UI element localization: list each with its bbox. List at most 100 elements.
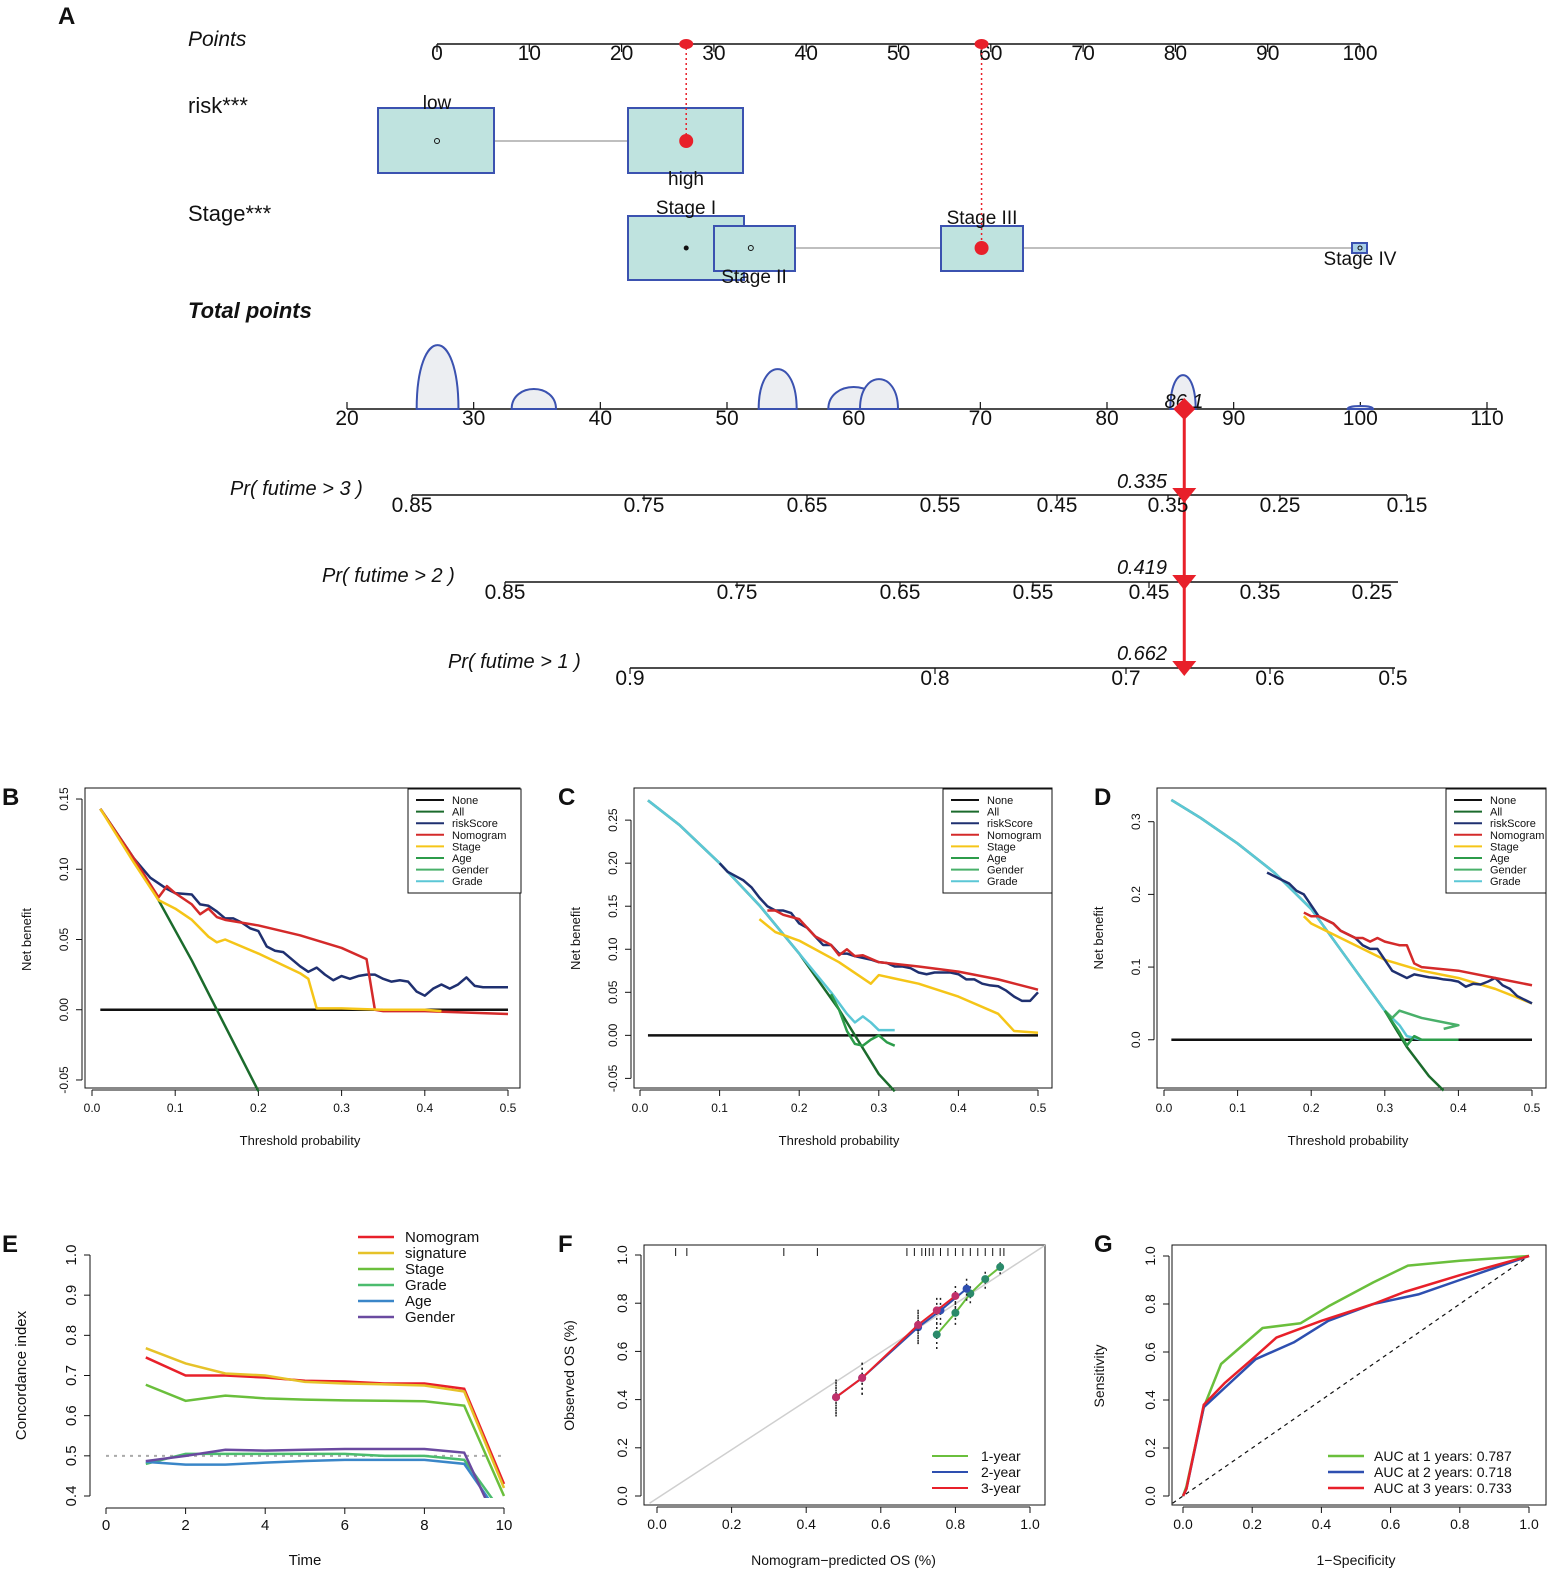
dca-panel-C: 0.0 0.1 0.2 0.3 0.4 0.5 -0.05 0.00 0.05 0.10 0.15 0… — [568, 787, 1053, 1148]
y-axis-tick-label: 0.15 — [57, 787, 71, 811]
calibration-point — [932, 1330, 941, 1339]
x-axis-tick-label: 0.4 — [1312, 1516, 1332, 1532]
selected-points-marker — [679, 39, 694, 49]
total-points-density — [1169, 374, 1197, 410]
points-axis-tick-label: 0 — [431, 42, 443, 65]
x-axis-tick-label: 0.0 — [1156, 1101, 1173, 1115]
plot-box — [84, 787, 521, 1089]
total-points-tick-label: 110 — [1470, 407, 1503, 430]
x-axis-tick-label: 6 — [341, 1517, 349, 1534]
total-points-tick-label: 30 — [462, 407, 485, 430]
plot-box — [643, 1244, 1046, 1506]
stage-level-iv-label: Stage IV — [1324, 249, 1397, 270]
x-axis-tick-label: 1.0 — [1020, 1516, 1040, 1532]
dca-legend-label: Stage — [987, 841, 1016, 853]
x-axis-tick-label: 0.2 — [791, 1101, 808, 1115]
concordance-legend-label: Gender — [405, 1309, 455, 1326]
concordance-panel: 0 2 4 6 8 10 0.4 0.5 0.6 0.7 0.8 0.9 1.0 Time Concorda… — [13, 1229, 512, 1569]
y-axis-tick-label: 0.2 — [614, 1438, 630, 1458]
y-axis-tick-label: 0.4 — [1142, 1390, 1158, 1410]
x-axis-tick-label: 0.2 — [250, 1101, 267, 1115]
y-axis-tick-label: 0.2 — [1129, 886, 1143, 903]
dca-legend-label: Nomogram — [987, 830, 1041, 842]
total-points-tick-label: 100 — [1343, 407, 1378, 430]
y-axis-tick-label: 0.6 — [614, 1341, 630, 1361]
points-axis-tick-label: 90 — [1256, 42, 1279, 65]
dca-legend-label: None — [1490, 795, 1516, 807]
stage-level-ii-label: Stage II — [721, 267, 787, 288]
x-axis-tick-label: 0.5 — [1524, 1101, 1541, 1115]
probability-axis-tick-label: 0.65 — [880, 581, 921, 604]
x-axis-tick-label: 0.8 — [1450, 1516, 1470, 1532]
c-index-line-nomogram — [145, 1356, 506, 1485]
dca-curve-riskscore — [99, 808, 508, 997]
points-axis-tick-label: 50 — [887, 42, 910, 65]
dca-curve-grade — [1170, 798, 1459, 1042]
concordance-legend-label: Grade — [405, 1277, 447, 1294]
x-axis-title: Nomogram−predicted OS (%) — [751, 1552, 936, 1568]
x-axis-tick-label: 0.0 — [632, 1101, 649, 1115]
x-axis-title: Threshold probability — [779, 1133, 900, 1148]
y-axis-tick-label: 0.6 — [63, 1405, 80, 1426]
risk-box-low — [377, 107, 495, 174]
c-index-line-signature — [145, 1347, 506, 1489]
x-axis-title: Threshold probability — [240, 1133, 361, 1148]
probability-axis-tick-label: 0.35 — [1240, 581, 1281, 604]
y-axis-tick-label: 1.0 — [614, 1245, 630, 1265]
probability-axis-label: Pr( futime > 2 ) — [322, 565, 455, 587]
points-axis-tick-label: 20 — [610, 42, 633, 65]
probability-axis-tick-label: 0.55 — [1013, 581, 1054, 604]
x-axis-tick-label: 0.2 — [1303, 1101, 1320, 1115]
x-axis-tick-label: 0.3 — [333, 1101, 350, 1115]
dca-legend-box — [407, 788, 522, 894]
probability-axis-tick-label: 0.25 — [1260, 494, 1301, 517]
probability-value-label: 0.335 — [1117, 471, 1168, 493]
x-axis-tick-label: 0.0 — [647, 1516, 667, 1532]
probability-axis-tick-label: 0.25 — [1352, 581, 1393, 604]
y-axis-tick-label: 0.20 — [606, 851, 620, 875]
plot-box — [1171, 1244, 1547, 1506]
x-axis-tick-label: 2 — [181, 1517, 189, 1534]
dca-legend-label: None — [987, 795, 1013, 807]
calibration-point — [832, 1393, 841, 1402]
total-points-label: Total points — [188, 298, 312, 323]
y-axis-tick-label: 0.0 — [614, 1486, 630, 1506]
probability-axis-tick-label: 0.55 — [920, 494, 961, 517]
probability-axis-tick-label: 0.45 — [1129, 581, 1170, 604]
stage-box-iv — [1351, 242, 1368, 254]
y-axis-tick-label: 0.10 — [606, 937, 620, 961]
roc-legend-label: AUC at 1 years: 0.787 — [1374, 1448, 1512, 1464]
probability-value-label: 0.419 — [1117, 557, 1167, 579]
calibration-point — [981, 1275, 990, 1284]
stage-iv-center — [1357, 245, 1363, 251]
x-axis-title: 1−Specificity — [1317, 1552, 1396, 1568]
stage-ii-center — [747, 245, 754, 251]
risk-level-low-label: low — [423, 93, 452, 114]
y-axis-tick-label: 0.05 — [57, 927, 71, 951]
probability-axis-tick-label: 0.6 — [1255, 667, 1284, 690]
dca-legend-label: Grade — [1490, 876, 1521, 888]
dca-panel-B: 0.0 0.1 0.2 0.3 0.4 0.5 -0.05 0.00 0.05 0.10 0.15 T… — [19, 787, 522, 1148]
stage-box-ii — [713, 225, 796, 272]
total-points-density — [510, 388, 558, 410]
nomogram-panel: Points 0 10 20 30 40 50 60 70 80 90 100 risk*** low hi… — [188, 28, 1504, 690]
panel-label-b: B — [2, 784, 19, 811]
dca-legend-label: Age — [452, 853, 472, 865]
x-axis-title: Threshold probability — [1288, 1133, 1409, 1148]
panel-label-c: C — [558, 784, 575, 811]
probability-value-label: 0.662 — [1117, 643, 1167, 665]
dca-curve-age — [829, 993, 896, 1047]
dca-curve-nomogram — [767, 909, 1039, 991]
dca-legend-label: None — [452, 795, 478, 807]
dca-curve-nomogram — [1303, 911, 1533, 987]
total-points-tick-label: 50 — [715, 407, 738, 430]
probability-axis-tick-label: 0.5 — [1378, 667, 1407, 690]
y-axis-tick-label: 0.10 — [57, 857, 71, 881]
y-axis-tick-label: 0.15 — [606, 894, 620, 918]
panel-label-g: G — [1094, 1231, 1113, 1258]
x-axis-tick-label: 0.2 — [1242, 1516, 1262, 1532]
dca-legend-label: Stage — [1490, 841, 1519, 853]
dca-legend-label: riskScore — [452, 818, 498, 830]
probability-axis-tick-label: 0.7 — [1111, 667, 1140, 690]
